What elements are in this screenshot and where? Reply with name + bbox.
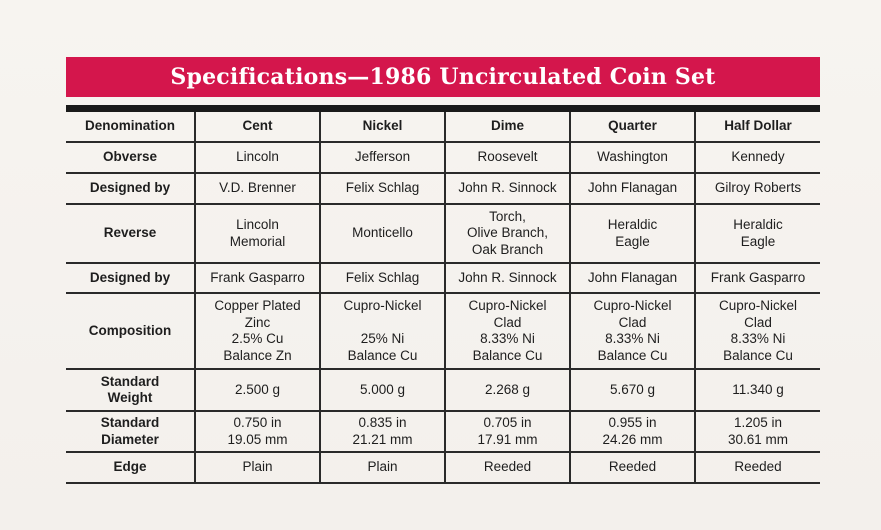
row-label: Composition <box>66 293 195 370</box>
row-label: Designed by <box>66 173 195 205</box>
column-header: Cent <box>194 112 320 143</box>
column-header: Dime <box>444 112 570 143</box>
table-row: Reverse Lincoln Memorial Monticello Torc… <box>66 204 820 264</box>
table-cell: Heraldic Eagle <box>694 204 820 264</box>
table-cell: Lincoln Memorial <box>194 204 320 264</box>
table-cell: Lincoln <box>194 142 320 174</box>
table-cell: 2.268 g <box>444 369 570 412</box>
table-cell: Cupro-Nickel Clad 8.33% Ni Balance Cu <box>694 293 820 370</box>
table-row: Obverse Lincoln Jefferson Roosevelt Wash… <box>66 142 820 174</box>
row-label: Standard Diameter <box>66 411 195 453</box>
table-cell: Plain <box>319 452 445 484</box>
page-title: Specifications—1986 Uncirculated Coin Se… <box>170 64 716 90</box>
table-cell: Felix Schlag <box>319 173 445 205</box>
table-cell: V.D. Brenner <box>194 173 320 205</box>
table-cell: John R. Sinnock <box>444 263 570 294</box>
table-cell: Roosevelt <box>444 142 570 174</box>
table-cell: Kennedy <box>694 142 820 174</box>
row-label: Reverse <box>66 204 195 264</box>
table-cell: Torch, Olive Branch, Oak Branch <box>444 204 570 264</box>
table-cell: Cupro-Nickel Clad 8.33% Ni Balance Cu <box>569 293 695 370</box>
row-label: Edge <box>66 452 195 484</box>
table-cell: Monticello <box>319 204 445 264</box>
table-cell: 0.750 in 19.05 mm <box>194 411 320 453</box>
table-row: Designed by Frank Gasparro Felix Schlag … <box>66 263 820 294</box>
table-cell: Heraldic Eagle <box>569 204 695 264</box>
table-cell: Reeded <box>569 452 695 484</box>
column-header: Nickel <box>319 112 445 143</box>
row-label: Standard Weight <box>66 369 195 412</box>
column-header: Quarter <box>569 112 695 143</box>
table-cell: Frank Gasparro <box>694 263 820 294</box>
table-cell: 5.000 g <box>319 369 445 412</box>
table-cell: Jefferson <box>319 142 445 174</box>
table-cell: Reeded <box>444 452 570 484</box>
table-cell: 0.955 in 24.26 mm <box>569 411 695 453</box>
table-cell: 1.205 in 30.61 mm <box>694 411 820 453</box>
column-header: Denomination <box>66 112 195 143</box>
table-cell: 0.835 in 21.21 mm <box>319 411 445 453</box>
table-cell: John R. Sinnock <box>444 173 570 205</box>
table-cell: 0.705 in 17.91 mm <box>444 411 570 453</box>
table-cell: Plain <box>194 452 320 484</box>
table-header-row: Denomination Cent Nickel Dime Quarter Ha… <box>66 112 820 143</box>
title-banner: Specifications—1986 Uncirculated Coin Se… <box>66 57 820 97</box>
row-label: Designed by <box>66 263 195 294</box>
row-label: Obverse <box>66 142 195 174</box>
table-cell: Cupro-Nickel Clad 8.33% Ni Balance Cu <box>444 293 570 370</box>
table-cell: 11.340 g <box>694 369 820 412</box>
table-cell: 5.670 g <box>569 369 695 412</box>
table-cell: Frank Gasparro <box>194 263 320 294</box>
table-row: Composition Copper Plated Zinc 2.5% Cu B… <box>66 293 820 370</box>
table-row: Standard Diameter 0.750 in 19.05 mm 0.83… <box>66 411 820 453</box>
table-cell: John Flanagan <box>569 263 695 294</box>
table-cell: 2.500 g <box>194 369 320 412</box>
table-cell: Washington <box>569 142 695 174</box>
table-row: Designed by V.D. Brenner Felix Schlag Jo… <box>66 173 820 205</box>
table-cell: Felix Schlag <box>319 263 445 294</box>
table-cell: Cupro-Nickel 25% Ni Balance Cu <box>319 293 445 370</box>
table-cell: Copper Plated Zinc 2.5% Cu Balance Zn <box>194 293 320 370</box>
table-cell: John Flanagan <box>569 173 695 205</box>
table-cell: Gilroy Roberts <box>694 173 820 205</box>
column-header: Half Dollar <box>694 112 820 143</box>
table-row: Standard Weight 2.500 g 5.000 g 2.268 g … <box>66 369 820 412</box>
table-cell: Reeded <box>694 452 820 484</box>
table-row: Edge Plain Plain Reeded Reeded Reeded <box>66 452 820 484</box>
specifications-table: Denomination Cent Nickel Dime Quarter Ha… <box>66 112 820 484</box>
header-rule <box>66 105 820 112</box>
